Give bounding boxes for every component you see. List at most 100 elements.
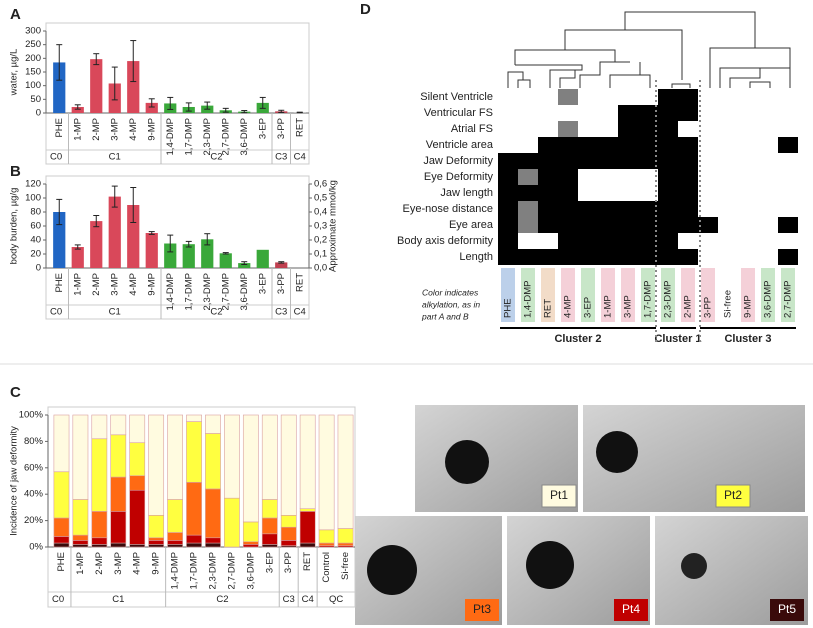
x-tick-label: 4-MP [128,118,139,141]
x-tick-label: 1,4-DMP [165,118,176,155]
heat-cell [598,169,618,185]
pt-box [541,484,577,508]
row-label: Length [459,251,493,263]
group-label: C4 [302,594,314,605]
heat-cell [658,201,678,217]
bar [127,205,140,268]
heat-cell [538,185,558,201]
column-color [641,268,655,322]
y2-tick-label: 0,1 [314,249,327,260]
heat-cell [498,233,518,249]
heat-cell [638,89,658,105]
bar-segment [261,533,278,545]
heat-cell [598,121,618,137]
heat-cell [558,121,578,137]
heat-cell [538,105,558,121]
group-label: C4 [294,152,306,163]
heat-cell [558,217,578,233]
heat-cell [718,249,738,265]
group-label: C4 [294,307,306,318]
bar-segment [337,528,354,544]
heat-cell [738,153,758,169]
bar-segment [91,511,108,539]
bar-segment [148,515,165,539]
bar-segment [299,511,316,544]
y-tick-label: 0% [29,542,43,553]
bar-segment [148,537,165,541]
heat-cell [498,217,518,233]
bar-segment [110,476,127,512]
x-tick-label: 3-MP [113,552,124,575]
column-label: PHE [503,298,514,318]
heat-cell [518,105,538,121]
heat-cell [738,137,758,153]
pt-label: Pt4 [622,602,640,616]
x-tick-label: 3-EP [257,273,268,294]
x-tick-label: 3,6-DMP [239,273,250,310]
bar-segment [280,526,297,541]
heat-cell [538,217,558,233]
heat-cell [578,89,598,105]
bar-segment [299,508,316,512]
heat-cell [518,169,538,185]
heat-cell [618,121,638,137]
bar-segment [129,489,146,545]
heat-cell [558,89,578,105]
heat-cell [698,249,718,265]
heat-cell [598,185,618,201]
x-tick-label: 3,6-DMP [245,552,256,589]
bar-segment [337,542,354,546]
heat-cell [518,249,538,265]
x-tick-label: 3-PP [276,118,287,139]
y-tick-label: 100% [19,410,44,421]
column-label: 2,7-DMP [783,281,794,318]
x-tick-label: PHE [54,273,65,293]
heat-cell [578,217,598,233]
heat-cell [618,105,638,121]
heat-cell [638,153,658,169]
heat-cell [718,89,738,105]
x-tick-label: 3-MP [109,273,120,296]
bar-segment [72,540,89,545]
column-color [621,268,635,322]
heat-cell [578,153,598,169]
bar-segment [167,414,183,500]
x-tick-label: PHE [54,118,65,138]
heat-cell [738,185,758,201]
heat-cell [758,169,778,185]
heat-cell [678,217,698,233]
heat-cell [638,233,658,249]
note: part A and B [421,311,469,321]
heat-cell [738,169,758,185]
heat-cell [598,217,618,233]
column-color [761,268,775,322]
x-tick-label: 9-MP [151,552,162,575]
heat-cell [778,217,798,233]
heat-cell [498,89,518,105]
heat-cell [618,249,638,265]
heat-cell [678,89,698,105]
heat-cell [658,137,678,153]
cluster-label: Cluster 2 [554,333,601,345]
y-tick-label: 200 [25,53,41,64]
heat-cell [538,249,558,265]
bar-segment [242,541,259,545]
heat-cell [598,137,618,153]
heat-cell [678,201,698,217]
heat-cell [538,153,558,169]
column-label: 3-MP [623,295,634,318]
heat-cell [778,233,798,249]
heat-cell [738,105,758,121]
y-tick-label: 60 [30,221,41,232]
heat-cell [718,137,738,153]
row-label: Ventricle area [426,139,494,151]
column-color [741,268,755,322]
row-label: Silent Ventricle [420,91,493,103]
bar-segment [242,544,259,548]
y-tick-label: 80% [24,436,44,447]
heat-cell [758,105,778,121]
heat-cell [718,233,738,249]
y-tick-label: 20 [30,249,41,260]
bar [201,239,214,268]
heat-cell [718,153,738,169]
